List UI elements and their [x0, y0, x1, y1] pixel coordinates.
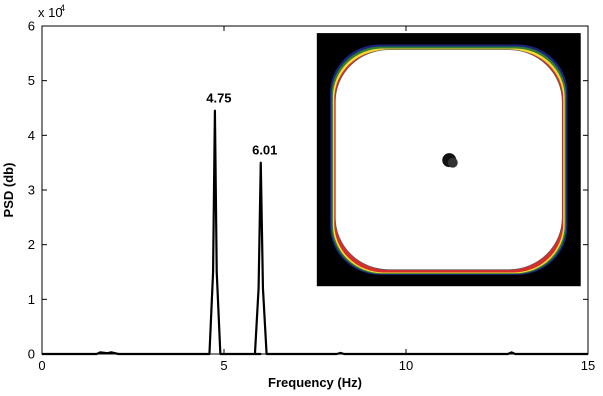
y-tick-label: 1	[28, 292, 35, 307]
y-exponent-base: x 10	[38, 5, 63, 20]
x-tick-label: 10	[399, 358, 413, 373]
peak-annotations: 4.75 6.01	[206, 91, 277, 158]
y-tick-label: 4	[28, 128, 35, 143]
x-tick-label: 15	[581, 358, 595, 373]
y-axis-label: PSD (db)	[1, 163, 16, 218]
y-tick-label: 3	[28, 183, 35, 198]
peak-label: 6.01	[252, 143, 277, 158]
y-tick-label: 5	[28, 73, 35, 88]
y-exponent-power: 4	[60, 3, 65, 13]
inset-center-dot-shadow	[447, 157, 458, 168]
x-axis-label: Frequency (Hz)	[268, 375, 362, 390]
inset-image	[316, 33, 581, 287]
y-tick-label: 2	[28, 237, 35, 252]
peak-label: 4.75	[206, 91, 231, 106]
x-tick-label: 5	[220, 358, 227, 373]
axis-ticks: 0 5 10 15 0 1 2 3 4 5 6	[28, 19, 595, 374]
x-tick-label: 0	[38, 358, 45, 373]
y-tick-label: 0	[28, 347, 35, 362]
y-tick-label: 6	[28, 19, 35, 34]
